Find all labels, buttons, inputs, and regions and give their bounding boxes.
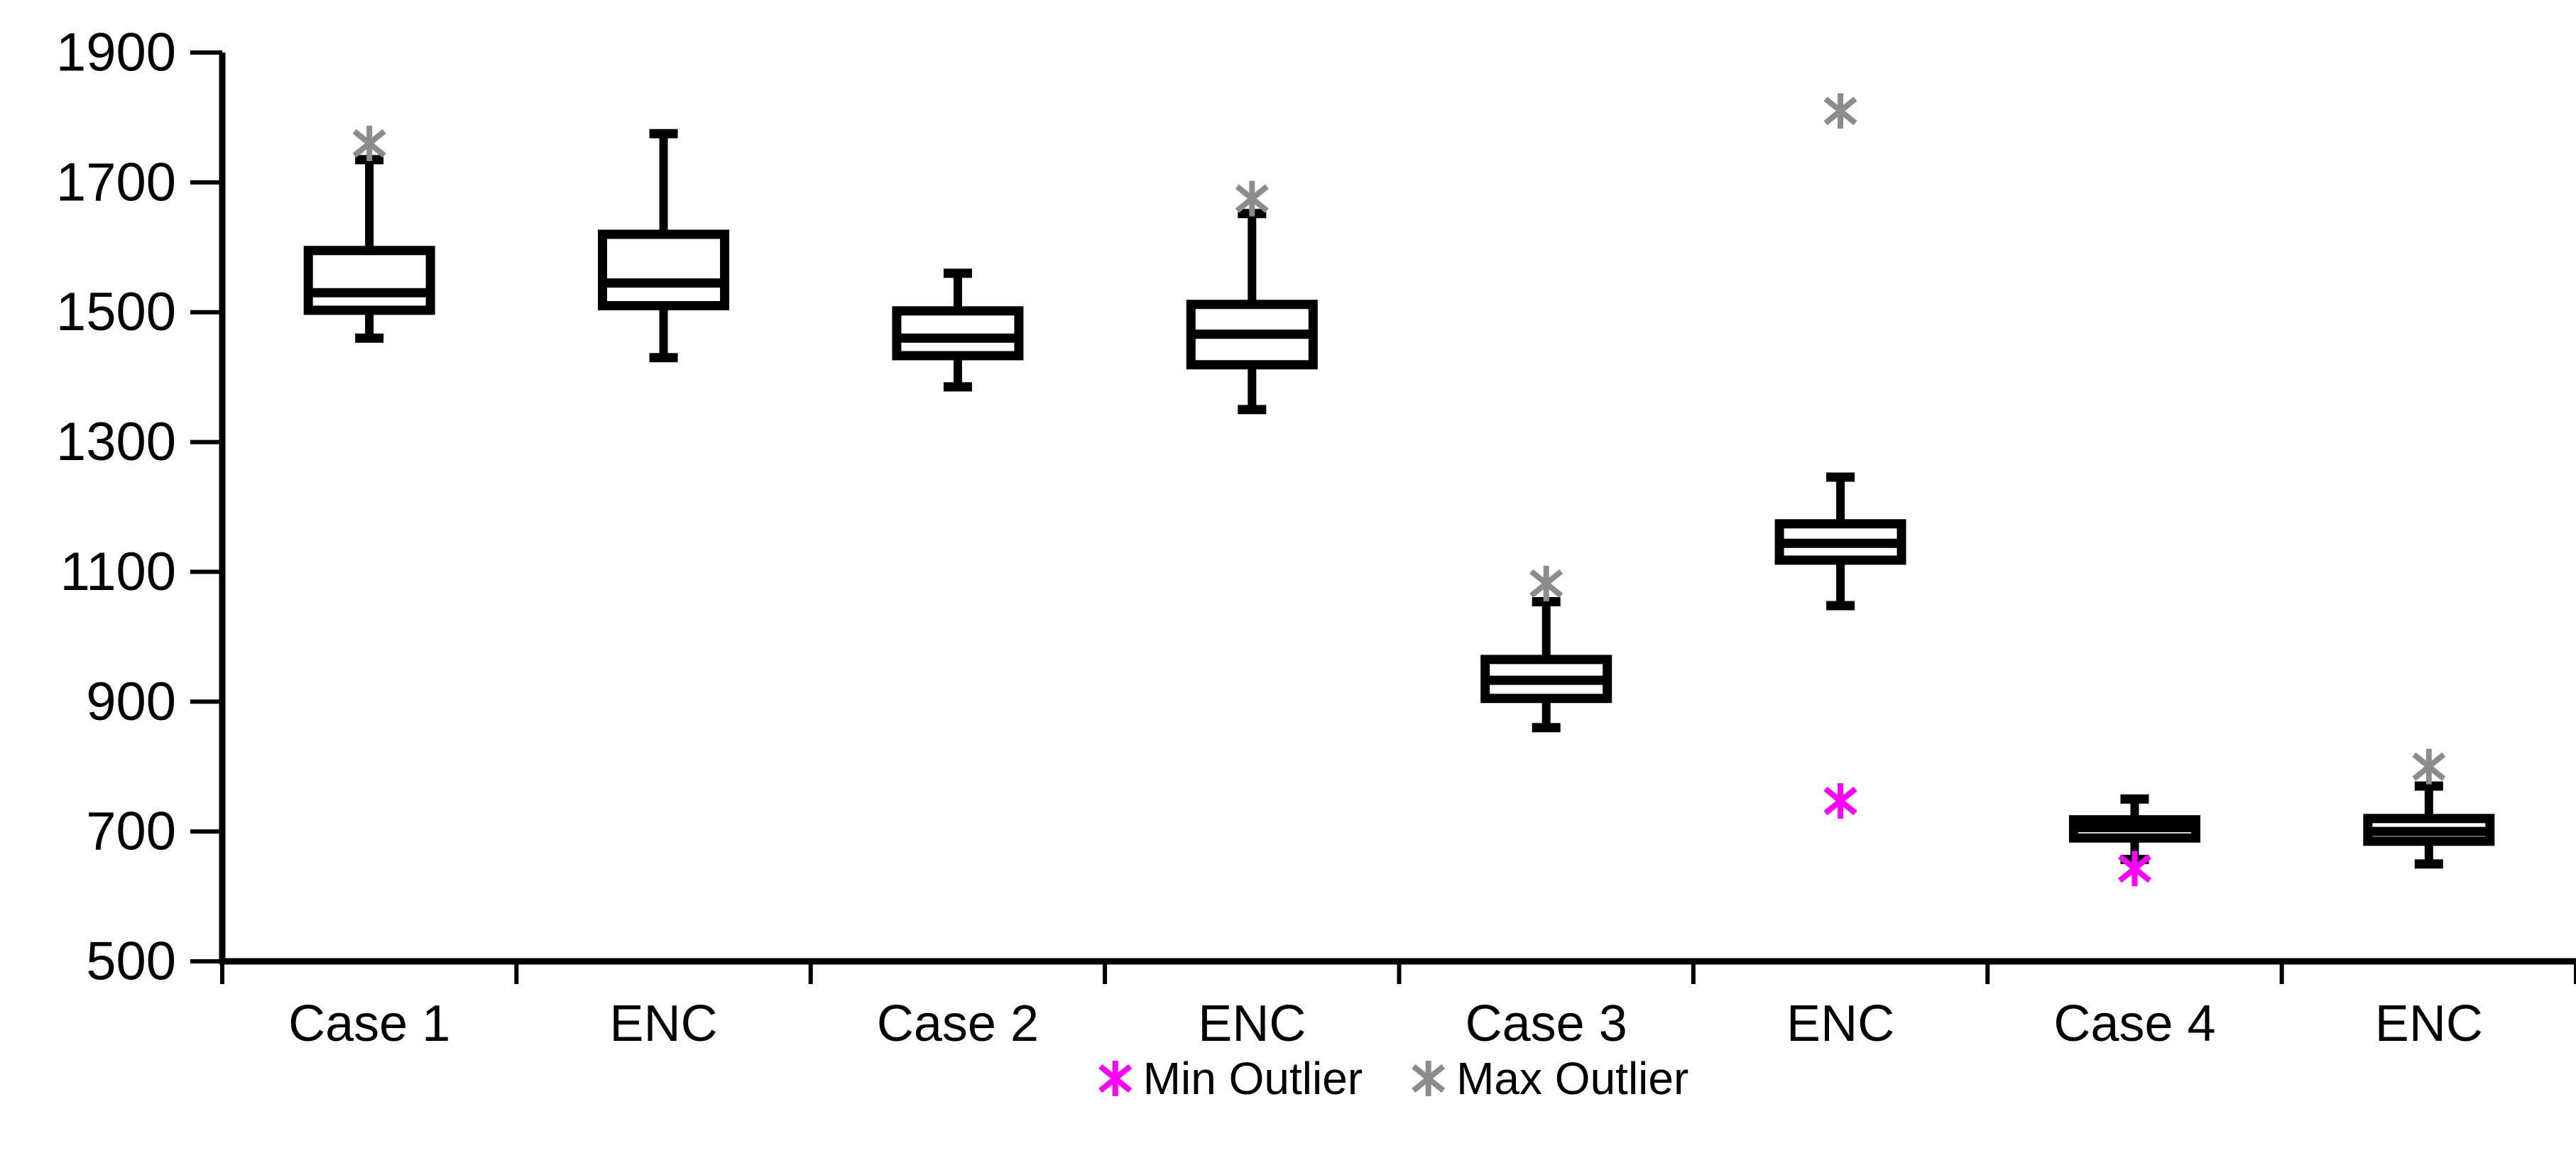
y-axis-tick-label: 500	[86, 932, 176, 992]
y-axis-tick-label: 1300	[56, 412, 176, 472]
min-outlier-marker	[1823, 783, 1857, 819]
max-outlier-marker	[1823, 93, 1857, 129]
y-axis-tick-label: 1500	[56, 282, 176, 342]
y-axis-tick-label: 1700	[56, 152, 176, 212]
legend-item-max-outlier: Max Outlier	[1408, 1056, 1688, 1101]
x-axis-category-label: ENC	[610, 995, 718, 1052]
x-axis-category-label: Case 1	[288, 995, 450, 1052]
max-outlier-asterisk-icon	[1412, 1061, 1446, 1096]
min-outlier-asterisk-icon	[1098, 1061, 1133, 1096]
x-axis-category-label: ENC	[2375, 995, 2483, 1052]
x-axis-category-label: ENC	[1786, 995, 1894, 1052]
legend-item-min-outlier: Min Outlier	[1095, 1056, 1363, 1101]
y-axis-tick-label: 700	[86, 802, 176, 862]
min-outlier-marker	[2117, 851, 2151, 887]
max-outlier-marker	[1529, 565, 1563, 601]
y-axis-tick-label: 900	[86, 672, 176, 732]
y-axis-tick-label: 1900	[56, 23, 176, 83]
max-outlier-marker	[352, 126, 386, 161]
max-outlier-marker	[2412, 748, 2446, 785]
max-outlier-marker	[1235, 180, 1269, 217]
box-case-1-1	[303, 246, 435, 315]
legend-label-min-outlier: Min Outlier	[1142, 1053, 1363, 1104]
x-axis-category-label: Case 2	[877, 995, 1039, 1052]
legend-label-max-outlier: Max Outlier	[1456, 1053, 1689, 1104]
box-enc-2	[598, 229, 730, 311]
x-axis-category-label: ENC	[1198, 995, 1306, 1052]
box-case-2-3	[892, 306, 1024, 361]
y-axis-tick-label: 1100	[60, 542, 176, 602]
x-axis-category-label: Case 3	[1466, 995, 1627, 1052]
x-axis-category-label: Case 4	[2053, 995, 2215, 1052]
chart-legend: Min Outlier Max Outlier	[1095, 1056, 1688, 1101]
